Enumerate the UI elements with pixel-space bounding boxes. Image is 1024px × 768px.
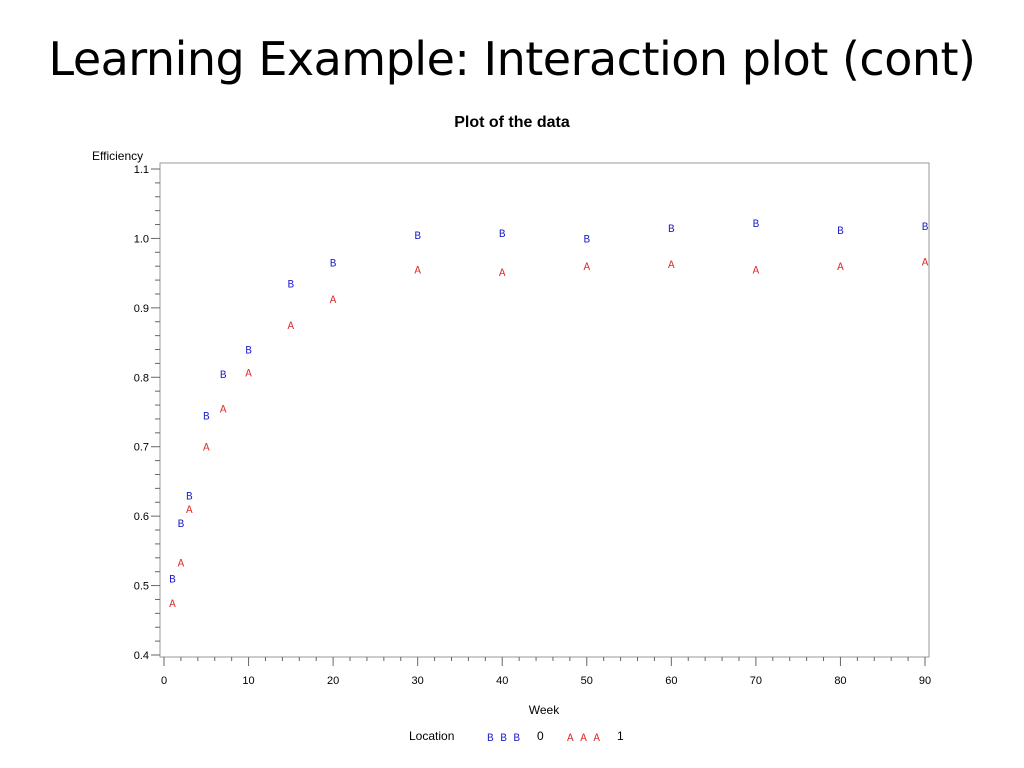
data-point-a: A — [203, 443, 210, 455]
y-tick-label: 0.8 — [134, 372, 149, 384]
y-tick-label: 0.5 — [134, 581, 149, 593]
data-point-a: A — [499, 268, 506, 280]
data-point-a: A — [583, 262, 590, 274]
data-point-b: B — [668, 224, 675, 236]
data-point-b: B — [499, 229, 506, 241]
data-point-a: A — [922, 257, 929, 269]
data-point-b: B — [922, 222, 929, 234]
data-point-a: A — [288, 321, 295, 333]
x-axis-label: Week — [529, 703, 560, 717]
data-point-a: A — [245, 368, 252, 380]
data-point-b: B — [414, 231, 421, 243]
data-point-b: B — [186, 491, 193, 503]
legend-label: 1 — [617, 729, 624, 743]
data-point-a: A — [330, 295, 337, 307]
y-axis-label: Efficiency — [92, 149, 143, 163]
x-tick-label: 30 — [412, 675, 424, 687]
x-tick-label: 20 — [327, 675, 339, 687]
x-axis: 0 10 20 30 40 50 60 70 80 90 — [161, 657, 931, 687]
plot-frame — [159, 162, 930, 658]
data-point-b: B — [178, 519, 185, 531]
data-point-b: B — [220, 370, 227, 382]
data-point-b: B — [288, 280, 295, 292]
data-point-a: A — [414, 266, 421, 278]
data-point-a: A — [837, 262, 844, 274]
y-tick-label: 0.9 — [134, 303, 149, 315]
x-tick-label: 80 — [834, 675, 846, 687]
data-point-a: A — [668, 260, 675, 272]
x-tick-label: 50 — [581, 675, 593, 687]
data-point-a: A — [178, 559, 185, 571]
x-tick-label: 10 — [242, 675, 254, 687]
legend-title: Location — [409, 729, 454, 743]
data-point-a: A — [220, 405, 227, 417]
data-point-b: B — [169, 575, 176, 587]
data-point-b: B — [330, 259, 337, 271]
data-point-b: B — [583, 234, 590, 246]
legend-symbol: B B B — [487, 733, 520, 745]
y-tick-label: 1.1 — [134, 164, 149, 176]
efficiency-scatter-chart: Plot of the data 0 10 20 30 40 50 60 70 80 90 0.4… — [92, 114, 931, 745]
x-tick-label: 60 — [665, 675, 677, 687]
legend-label: 0 — [537, 729, 544, 743]
x-tick-label: 40 — [496, 675, 508, 687]
x-tick-label: 70 — [750, 675, 762, 687]
slide-title: Learning Example: Interaction plot (cont… — [48, 32, 977, 86]
data-point-b: B — [203, 411, 210, 423]
data-point-b: B — [753, 219, 760, 231]
data-point-a: A — [753, 266, 760, 278]
data-point-a: A — [186, 505, 193, 517]
data-point-b: B — [837, 226, 844, 238]
y-tick-label: 0.4 — [134, 650, 149, 662]
chart-title: Plot of the data — [454, 114, 570, 131]
x-tick-label: 90 — [919, 675, 931, 687]
y-tick-label: 0.6 — [134, 511, 149, 523]
data-point-b: B — [245, 346, 252, 358]
legend: Location B B B 0 A A A 1 — [409, 729, 624, 745]
data-point-a: A — [169, 599, 176, 611]
y-tick-label: 1.0 — [134, 233, 149, 245]
x-tick-label: 0 — [161, 675, 167, 687]
legend-symbol: A A A — [567, 733, 600, 745]
y-tick-label: 0.7 — [134, 442, 149, 454]
y-axis: 0.4 0.5 0.6 0.7 0.8 0.9 1.0 1.1 — [134, 164, 160, 662]
